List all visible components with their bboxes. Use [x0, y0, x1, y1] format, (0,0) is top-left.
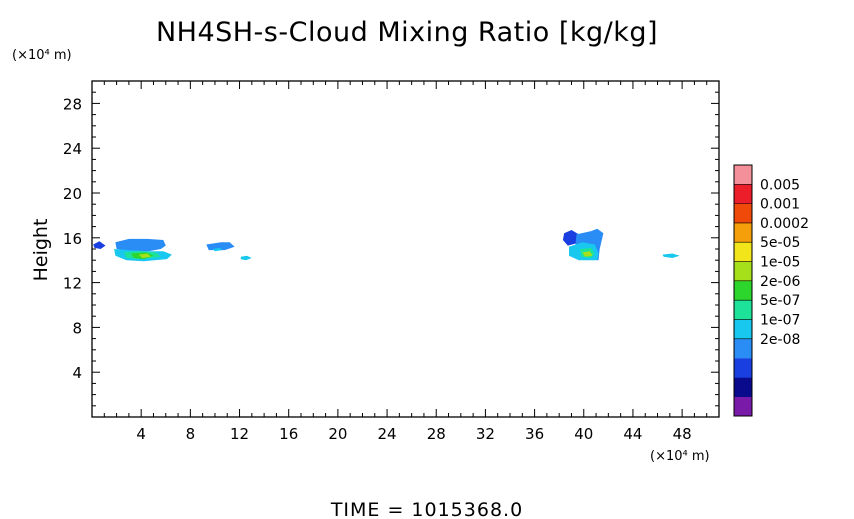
colorbar-swatch	[734, 165, 752, 185]
colorbar-label: 5e-05	[760, 235, 800, 251]
colorbar-swatch	[734, 338, 752, 359]
colorbar	[734, 165, 752, 417]
x-tick-label: 4	[136, 425, 146, 443]
cloud-region	[240, 255, 252, 261]
y-axis-unit: (×10⁴ m)	[12, 48, 72, 63]
y-tick-labels: 4 8 12 16 20 24 28	[63, 95, 82, 382]
x-tick-label: 32	[476, 425, 495, 443]
cloud-region	[115, 238, 166, 252]
colorbar-swatch	[734, 280, 752, 301]
x-tick-label: 12	[230, 425, 249, 443]
colorbar-swatch	[734, 377, 752, 397]
colorbar-swatch	[734, 184, 752, 204]
chart-title: NH4SH-s-Cloud Mixing Ratio [kg/kg]	[156, 17, 658, 48]
cloud-region	[582, 251, 593, 257]
y-tick-label: 8	[72, 319, 82, 337]
x-tick-label: 44	[623, 425, 642, 443]
axis-ticks	[92, 81, 719, 417]
colorbar-swatch	[734, 261, 752, 282]
colorbar-label: 0.001	[760, 197, 800, 213]
colorbar-label: 1e-07	[760, 312, 800, 328]
y-tick-label: 28	[63, 95, 82, 113]
y-tick-label: 16	[63, 230, 82, 248]
cloud-region	[562, 230, 579, 246]
x-tick-label: 28	[427, 425, 446, 443]
y-tick-label: 20	[63, 185, 82, 203]
x-tick-label: 40	[574, 425, 593, 443]
time-footer: TIME = 1015368.0	[330, 499, 523, 519]
colorbar-swatch	[734, 242, 752, 262]
x-tick-label: 16	[279, 425, 298, 443]
x-tick-label: 48	[673, 425, 692, 443]
x-tick-label: 20	[328, 425, 347, 443]
colorbar-swatch	[734, 396, 752, 417]
colorbar-label: 2e-06	[760, 274, 800, 290]
x-tick-label: 24	[378, 425, 397, 443]
y-axis-label: Height	[30, 219, 52, 282]
colorbar-swatch	[734, 203, 752, 224]
colorbar-label: 0.005	[760, 177, 800, 193]
x-axis-unit: (×10⁴ m)	[650, 449, 710, 464]
y-tick-label: 12	[63, 275, 82, 293]
x-tick-label: 36	[525, 425, 544, 443]
colorbar-label: 2e-08	[760, 332, 800, 348]
colorbar-swatch	[734, 319, 752, 340]
cloud-regions	[93, 228, 680, 262]
colorbar-label: 1e-05	[760, 255, 800, 271]
colorbar-swatch	[734, 358, 752, 378]
colorbar-label: 0.0002	[760, 216, 809, 232]
cloud-region	[212, 247, 223, 252]
x-tick-label: 8	[186, 425, 196, 443]
cloud-region	[93, 241, 106, 249]
y-tick-label: 4	[72, 364, 82, 382]
colorbar-label: 5e-07	[760, 293, 800, 309]
plot-frame	[91, 80, 720, 418]
colorbar-frame	[733, 164, 753, 417]
cloud-region	[662, 253, 680, 258]
x-tick-labels: 4 8 12 16 20 24 28 32 36 40 44 48	[136, 425, 691, 443]
colorbar-swatch	[734, 300, 752, 320]
colorbar-swatch	[734, 222, 752, 243]
y-tick-label: 24	[63, 140, 82, 158]
colorbar-labels: 0.005 0.001 0.0002 5e-05 1e-05 2e-06 5e-07 1e-0…	[734, 177, 809, 348]
cloud-region	[206, 242, 235, 251]
cloud-region	[138, 253, 151, 258]
